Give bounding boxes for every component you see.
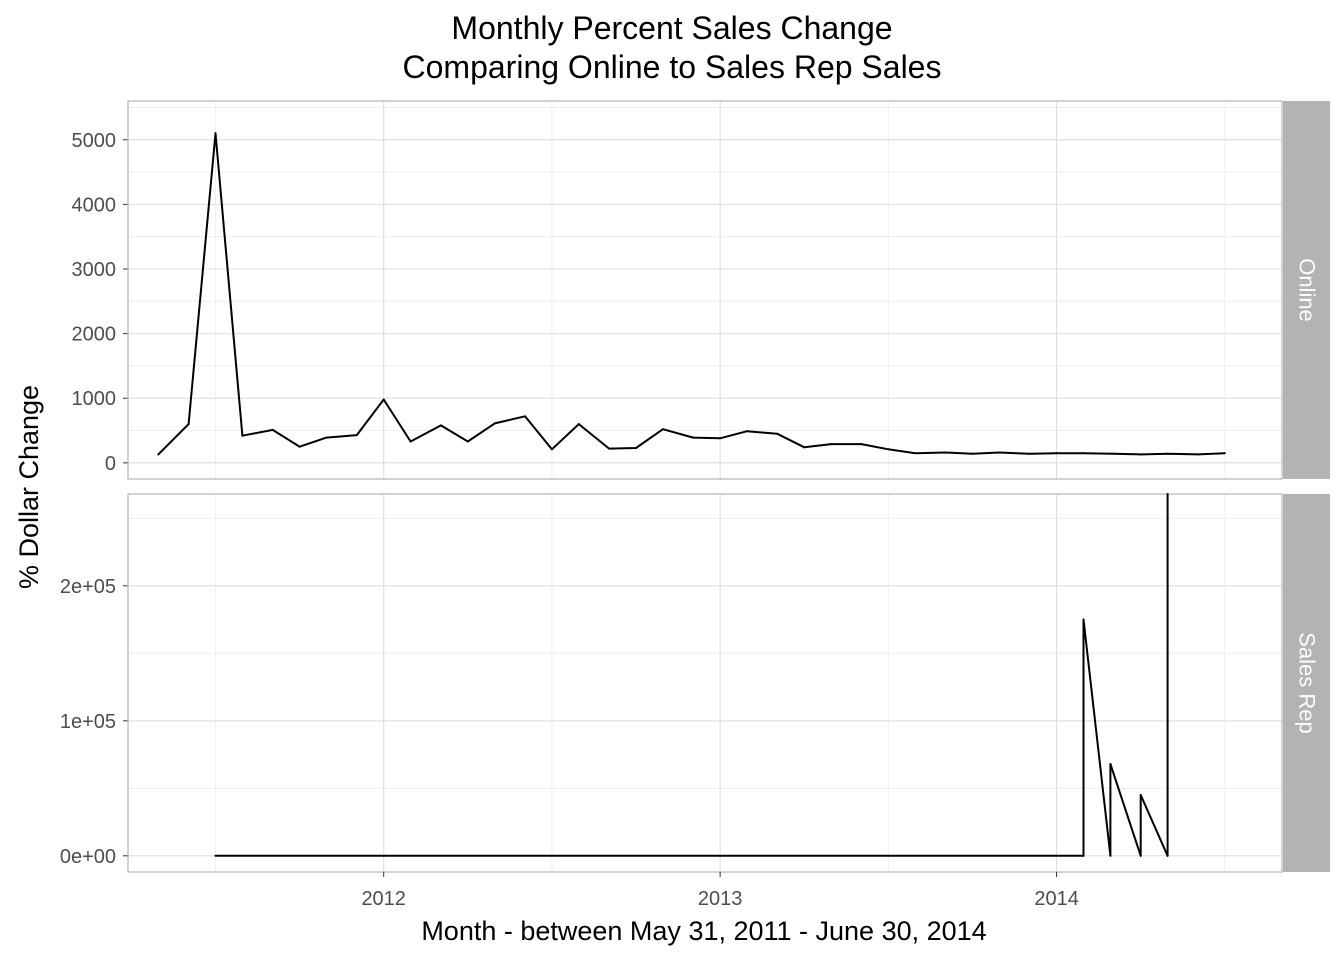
panel-background-online xyxy=(128,101,1282,479)
facet-strip-sales-rep xyxy=(1283,494,1330,872)
data-point-online xyxy=(550,448,553,451)
y-tick-label: 1e+05 xyxy=(60,711,116,733)
data-point-online xyxy=(214,132,217,135)
data-point-online xyxy=(298,445,301,448)
data-point-online xyxy=(661,428,664,431)
data-point-online xyxy=(944,451,947,454)
data-point-online xyxy=(241,434,244,437)
data-point-online xyxy=(971,452,974,455)
data-point-online xyxy=(439,424,442,427)
data-point-online xyxy=(157,453,160,456)
y-tick-label: 2000 xyxy=(72,324,117,346)
panel-sales-rep: 0e+00 1e+05 2e+05 Sales Rep xyxy=(60,493,1330,873)
facet-label-sales-rep: Sales Rep xyxy=(1295,632,1320,734)
data-point-sales-rep xyxy=(1139,794,1142,797)
y-tick-label: 1000 xyxy=(72,388,117,410)
panel-online: 0 1000 2000 3000 4000 5000 Online xyxy=(72,100,1330,480)
data-point-sales-rep xyxy=(1109,854,1112,857)
data-point-online xyxy=(776,432,779,435)
data-point-sales-rep xyxy=(1166,493,1169,495)
data-point-online xyxy=(271,428,274,431)
data-point-sales-rep xyxy=(1139,854,1142,857)
panel-background-sales-rep xyxy=(128,494,1282,872)
y-tick-label: 5000 xyxy=(72,130,117,152)
data-point-sales-rep xyxy=(1082,854,1085,857)
data-point-online xyxy=(692,436,695,439)
y-tick-label: 0 xyxy=(105,453,116,475)
data-point-online xyxy=(719,437,722,440)
data-point-online xyxy=(608,447,611,450)
data-point-online xyxy=(409,440,412,443)
data-point-online xyxy=(1166,452,1169,455)
data-point-online xyxy=(382,398,385,401)
data-point-online xyxy=(635,446,638,449)
data-point-online xyxy=(1196,453,1199,456)
data-point-online xyxy=(1223,452,1226,455)
data-point-online xyxy=(914,452,917,455)
y-tick-label: 3000 xyxy=(72,259,117,281)
data-point-online xyxy=(355,434,358,437)
chart-subtitle: Comparing Online to Sales Rep Sales xyxy=(402,49,942,85)
data-point-online xyxy=(830,443,833,446)
data-point-online xyxy=(466,440,469,443)
data-point-online xyxy=(887,448,890,451)
data-point-online xyxy=(1055,452,1058,455)
data-point-online xyxy=(577,423,580,426)
y-tick-label: 4000 xyxy=(72,194,117,216)
data-point-online xyxy=(524,415,527,418)
x-axis: 2012 2013 2014 xyxy=(361,872,1079,910)
panel-border-sales-rep xyxy=(127,493,1283,873)
x-axis-title: Month - between May 31, 2011 - June 30, … xyxy=(421,916,986,946)
facet-strip-online xyxy=(1283,101,1330,479)
data-point-online xyxy=(998,451,1001,454)
data-point-online xyxy=(493,422,496,425)
panel-border-online xyxy=(127,100,1283,480)
x-tick-label: 2013 xyxy=(698,888,743,910)
data-point-online xyxy=(1028,452,1031,455)
y-tick-label: 2e+05 xyxy=(60,576,116,598)
data-point-sales-rep xyxy=(1082,618,1085,621)
x-tick-label: 2014 xyxy=(1034,888,1079,910)
facet-label-online: Online xyxy=(1295,258,1320,322)
data-point-sales-rep xyxy=(1109,763,1112,765)
data-point-online xyxy=(746,430,749,433)
data-point-online xyxy=(803,446,806,449)
data-point-online xyxy=(325,436,328,439)
chart-title: Monthly Percent Sales Change xyxy=(451,10,893,46)
data-point-online xyxy=(1082,452,1085,455)
data-point-online xyxy=(1112,452,1115,455)
data-point-sales-rep xyxy=(1166,854,1169,857)
x-tick-label: 2012 xyxy=(361,888,406,910)
data-point-sales-rep xyxy=(214,854,217,857)
y-axis-title: % Dollar Change xyxy=(14,385,44,589)
data-point-online xyxy=(1139,453,1142,456)
data-point-online xyxy=(860,443,863,446)
data-point-online xyxy=(187,423,190,426)
y-tick-label: 0e+00 xyxy=(60,846,116,868)
